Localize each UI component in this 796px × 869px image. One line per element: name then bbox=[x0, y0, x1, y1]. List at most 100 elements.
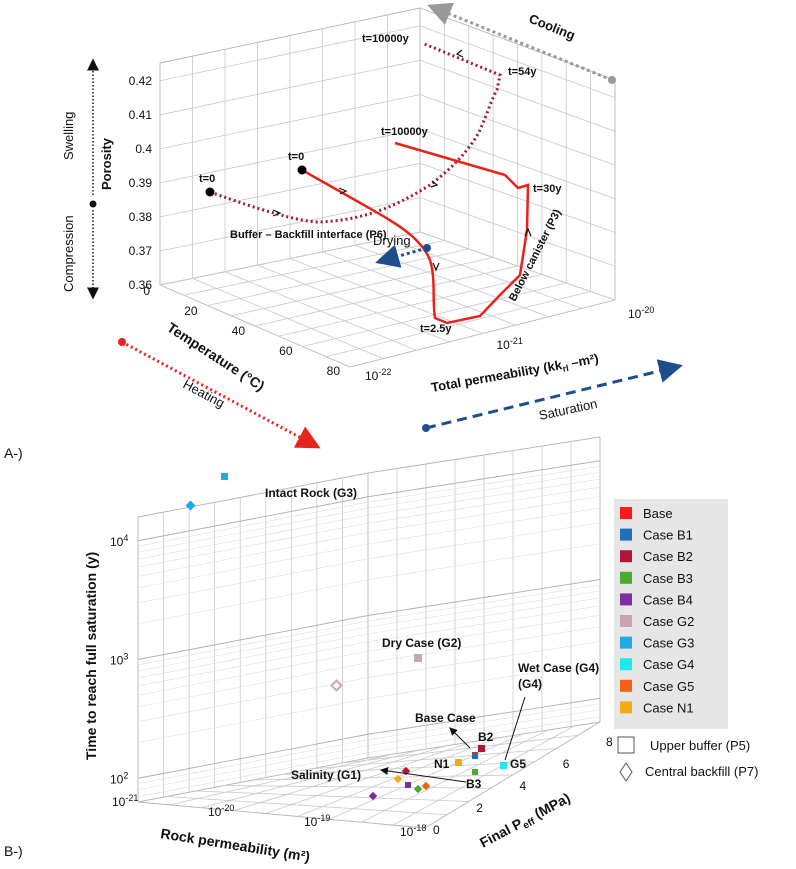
final-peff-tick-label: 2 bbox=[476, 801, 483, 815]
panel-a-porosity-grid-line bbox=[159, 94, 421, 150]
p3-direction-arrow-2 bbox=[432, 262, 440, 272]
panel-b-time-grid-line bbox=[137, 507, 369, 553]
panel-a-porosity-grid-line bbox=[159, 197, 421, 252]
porosity-tick-label: 0.36 bbox=[129, 278, 153, 292]
panel-b-time-grid-line bbox=[137, 496, 369, 542]
panel-b-time-grid-line bbox=[137, 662, 369, 708]
panel-b-grid bbox=[137, 436, 601, 829]
panel-b-time-grid-line bbox=[367, 614, 601, 652]
saturation-point bbox=[422, 424, 430, 432]
panel-b-time-grid-line bbox=[367, 543, 601, 581]
legend-label-case-b3: Case B3 bbox=[643, 571, 693, 586]
panel-b-time-grid-line bbox=[137, 558, 369, 604]
panel-a-porosity-grid-line bbox=[419, 231, 616, 301]
p3-label-t0: t=0 bbox=[288, 151, 304, 163]
legend-swatch-base bbox=[620, 507, 632, 519]
permeability-axis-label: Total permeability (kkrl –m²) bbox=[430, 351, 600, 397]
callout-b2: B2 bbox=[478, 730, 494, 744]
panel-b-time-grid-line bbox=[367, 716, 601, 753]
legend-box bbox=[614, 499, 728, 729]
panel-b-time-grid-line bbox=[367, 590, 601, 628]
panel-b-floor-grid-line bbox=[339, 734, 579, 764]
temperature-ticks: 0 20 40 60 80 bbox=[143, 284, 340, 378]
permeability-tick-label: 10-20 bbox=[628, 305, 654, 321]
p3-direction-arrow-1 bbox=[338, 187, 348, 195]
temperature-tick-label: 60 bbox=[279, 344, 293, 358]
panel-b-time-grid-line bbox=[367, 605, 601, 643]
panel-b-time-grid-line bbox=[137, 514, 369, 560]
heating-arrow bbox=[121, 340, 321, 449]
legend-swatch-case-g3 bbox=[620, 636, 632, 649]
point-b3-upper-buffer bbox=[472, 769, 478, 775]
p3-label-t2.5: t=2.5y bbox=[420, 323, 452, 335]
porosity-tick-label: 0.37 bbox=[129, 244, 153, 258]
panel-b-floor-grid-line bbox=[310, 748, 557, 770]
panel-b-time-grid-line bbox=[367, 697, 601, 735]
p6-direction-arrow-1 bbox=[272, 209, 282, 217]
callout-dry-case: Dry Case (G2) bbox=[382, 636, 461, 650]
point-n1-central-backfill bbox=[393, 774, 403, 784]
panel-b-floor-grid-line bbox=[281, 761, 535, 775]
p6-series-label: Buffer – Backfill interface (P6) bbox=[230, 229, 387, 241]
panel-b-time-grid-line bbox=[367, 478, 601, 516]
callout-base-case: Base Case bbox=[415, 711, 476, 725]
saturation-label: Saturation bbox=[538, 396, 599, 423]
temperature-tick-label: 80 bbox=[327, 364, 341, 378]
drying-label: Drying bbox=[373, 233, 411, 248]
panel-b-time-grid-line bbox=[367, 471, 601, 509]
legend-label-base: Base bbox=[643, 506, 673, 521]
panel-b-time-grid-line bbox=[137, 739, 369, 784]
permeability-tick-label: 10-22 bbox=[365, 367, 391, 383]
drying-point bbox=[423, 244, 431, 252]
rock-permeability-tick-label: 10-18 bbox=[400, 823, 426, 839]
point-b4-central-backfill bbox=[368, 791, 378, 801]
point-g3-upper-buffer bbox=[221, 473, 228, 480]
callout-g5: G5 bbox=[510, 757, 526, 771]
legend-central-backfill-label: Central backfill (P7) bbox=[645, 764, 758, 779]
panel-b-time-grid-line bbox=[137, 501, 369, 547]
series-p6-dotted-path bbox=[209, 41, 502, 224]
p3-start-point bbox=[297, 165, 307, 175]
point-g5-central-backfill bbox=[421, 781, 431, 791]
time-axis-label: Time to reach full saturation (y) bbox=[83, 552, 99, 760]
panel-b-time-grid-line bbox=[137, 579, 369, 625]
p6-label-t0: t=0 bbox=[199, 173, 215, 185]
panel-b-time-grid-line bbox=[367, 465, 601, 503]
panel-b-time-grid-line bbox=[367, 507, 601, 545]
panel-b-time-grid-line bbox=[137, 745, 369, 791]
callout-wet-case: Wet Case (G4) bbox=[518, 661, 599, 675]
rock-permeability-axis-label: Rock permeability (m²) bbox=[160, 825, 312, 864]
point-b2-upper-buffer bbox=[478, 745, 485, 752]
rock-permeability-tick-label: 10-19 bbox=[304, 813, 330, 829]
callout-salinity: Salinity (G1) bbox=[291, 768, 361, 782]
final-peff-tick-label: 8 bbox=[606, 735, 613, 749]
panel-b-time-grid-line bbox=[137, 615, 369, 660]
legend-label-case-b1: Case B1 bbox=[643, 528, 693, 543]
final-peff-axis-label: Final Peff (MPa) bbox=[477, 790, 574, 854]
panel-b-time-grid-line bbox=[137, 620, 369, 666]
panel-b-time-grid-line bbox=[137, 543, 369, 589]
final-peff-tick-label: 6 bbox=[563, 757, 570, 771]
callout-wet-case-g4: (G4) bbox=[518, 677, 542, 691]
panel-b-time-grid-line bbox=[137, 733, 369, 779]
p3-label-t30: t=30y bbox=[533, 183, 562, 195]
time-tick-label: 103 bbox=[110, 652, 128, 668]
panel-a-floor-grid-line bbox=[387, 238, 583, 309]
panel-a-porosity-grid-line bbox=[159, 128, 421, 184]
drying-arrow bbox=[375, 244, 428, 268]
panel-b-time-grid-line bbox=[137, 752, 369, 797]
p6-label-t10000: t=10000y bbox=[362, 33, 410, 45]
panel-b-time-grid-line bbox=[137, 633, 369, 679]
panel-a-grid bbox=[159, 7, 616, 368]
panel-b-time-grid-line bbox=[367, 626, 601, 664]
callout-n1: N1 bbox=[434, 757, 450, 771]
panel-b-time-grid-line bbox=[137, 650, 369, 696]
legend-swatch-case-b4 bbox=[620, 593, 632, 606]
temperature-tick-label: 20 bbox=[184, 304, 198, 318]
panel-b-time-grid-line bbox=[137, 532, 369, 577]
p3-direction-arrow-3 bbox=[524, 227, 532, 237]
time-tick-label: 102 bbox=[110, 770, 128, 786]
point-b1-upper-buffer bbox=[472, 753, 478, 759]
point-g2-upper-buffer bbox=[414, 654, 422, 662]
panel-b-time-grid-line bbox=[367, 460, 601, 498]
